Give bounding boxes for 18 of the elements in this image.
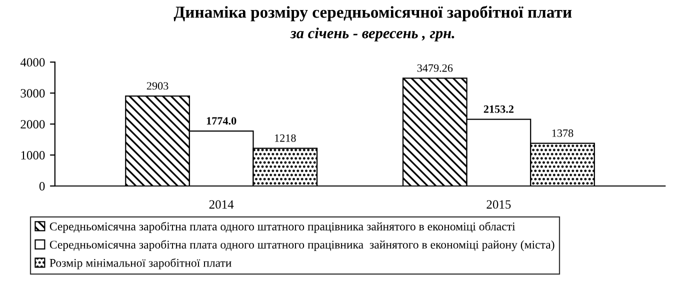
chart-subtitle: за січень - вересень , грн. xyxy=(290,28,454,42)
legend-label: Середньомісячна заробітна плата одного штатного працівника зайнятого в економіці області xyxy=(50,222,516,233)
data-label: 3479.26 xyxy=(417,64,453,72)
data-label: 1378 xyxy=(552,129,574,137)
x-tick-label: 2014 xyxy=(209,200,234,209)
data-label: 2153.2 xyxy=(484,105,514,113)
y-tick-label: 2000 xyxy=(20,120,45,129)
data-label: 1218 xyxy=(274,134,296,142)
legend-label: Розмір мінімальної заробітної плати xyxy=(50,258,232,270)
data-label: 1774.0 xyxy=(206,117,236,125)
y-tick-label: 3000 xyxy=(20,89,45,98)
chart-title: Динаміка розміру середньомісячної заробітної плати xyxy=(174,6,572,22)
y-tick-label: 1000 xyxy=(21,151,45,160)
y-tick-label: 0 xyxy=(39,182,45,190)
y-tick-label: 4000 xyxy=(20,58,45,67)
legend-label: Середньомісячна заробітна плата одного штатного працівника зайнятого в економіці району (міста) xyxy=(50,240,554,252)
x-tick-label: 2015 xyxy=(486,200,511,209)
data-label: 2903 xyxy=(146,82,168,90)
